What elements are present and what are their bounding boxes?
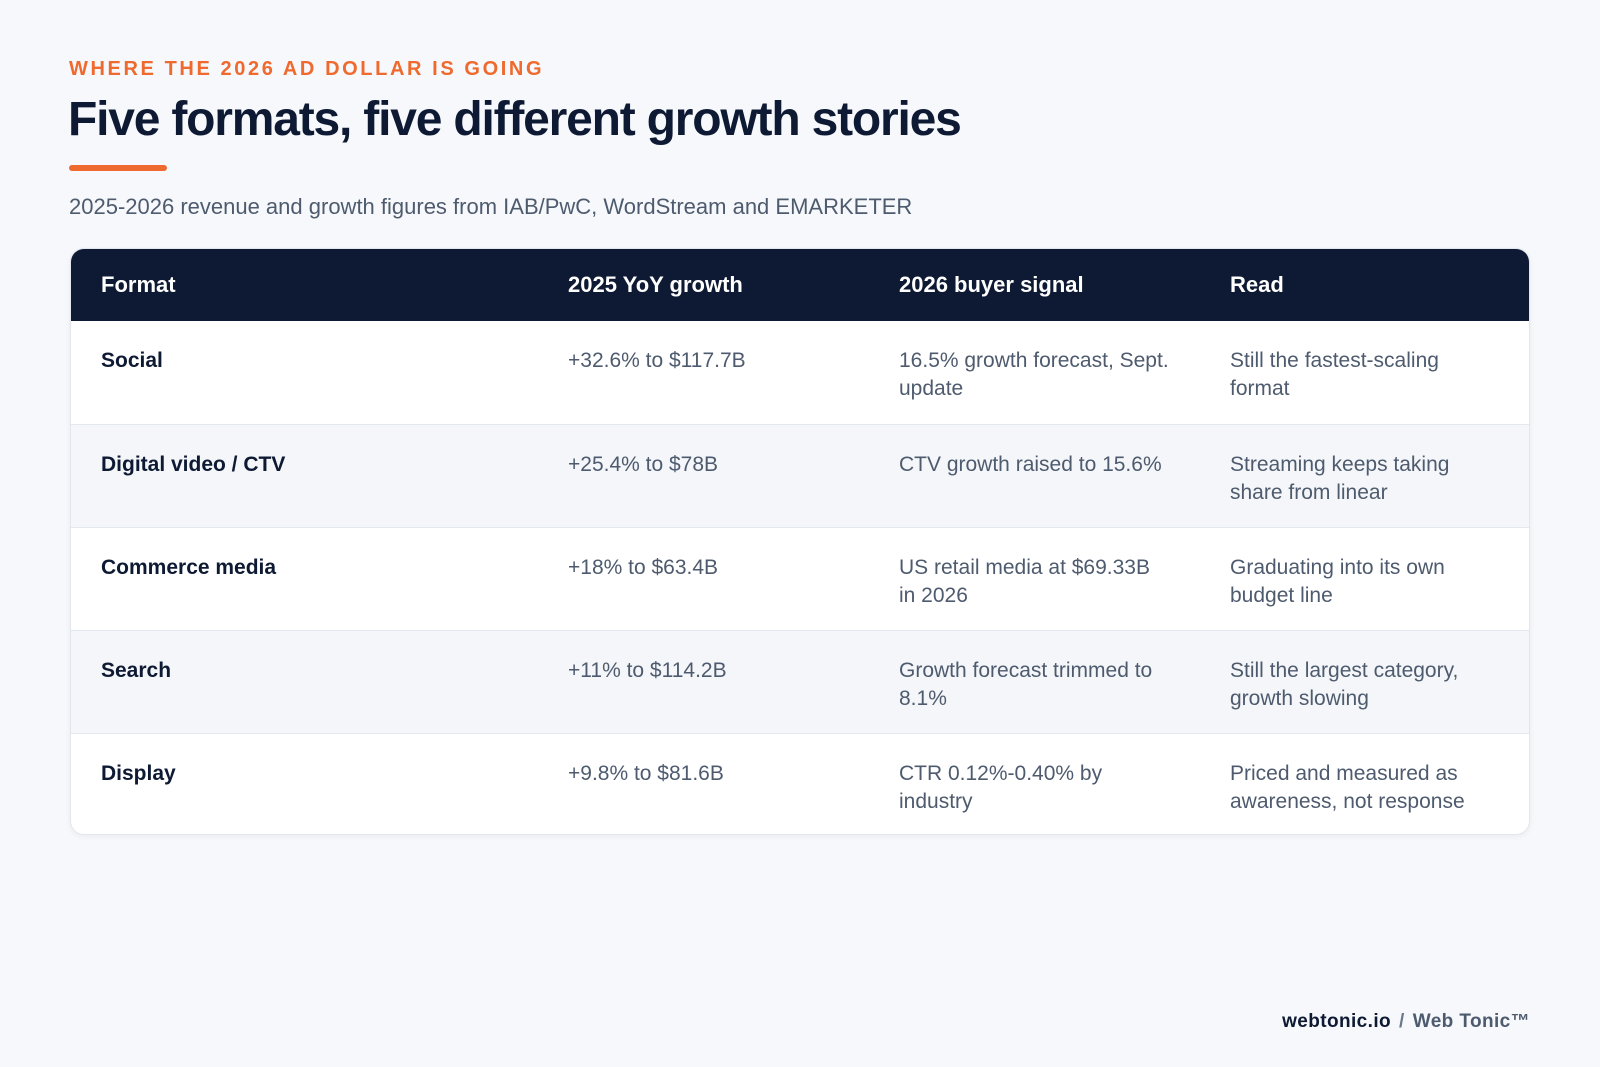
formats-table-card: Format 2025 YoY growth 2026 buyer signal… bbox=[70, 248, 1530, 835]
cell-signal: Growth forecast trimmed to 8.1% bbox=[899, 658, 1153, 710]
cell-signal: US retail media at $69.33B in 2026 bbox=[899, 555, 1150, 607]
cell-read: Still the fastest-scaling format bbox=[1230, 349, 1439, 400]
page-subtitle: 2025-2026 revenue and growth figures fro… bbox=[69, 194, 913, 219]
cell-read: Priced and measured as awareness, not re… bbox=[1230, 761, 1465, 813]
eyebrow-label: WHERE THE 2026 AD DOLLAR IS GOING bbox=[69, 58, 545, 80]
table-row: Digital video / CTV +25.4% to $78B CTV g… bbox=[71, 424, 1529, 527]
column-header-read: Read bbox=[1230, 272, 1284, 297]
cell-format: Display bbox=[101, 761, 176, 785]
footer-separator: / bbox=[1399, 1011, 1405, 1032]
table-row: Display +9.8% to $81.6B CTR 0.12%-0.40% … bbox=[71, 733, 1529, 834]
cell-read: Streaming keeps taking share from linear bbox=[1230, 452, 1450, 504]
cell-read: Graduating into its own budget line bbox=[1230, 555, 1445, 607]
table-row: Search +11% to $114.2B Growth forecast t… bbox=[71, 630, 1529, 733]
cell-growth: +9.8% to $81.6B bbox=[568, 761, 724, 785]
footer-site: webtonic.io bbox=[1282, 1011, 1392, 1032]
cell-format: Digital video / CTV bbox=[101, 452, 286, 476]
column-header-format: Format bbox=[101, 272, 176, 297]
table-row: Commerce media +18% to $63.4B US retail … bbox=[71, 527, 1529, 630]
cell-read: Still the largest category, growth slowi… bbox=[1230, 658, 1459, 710]
formats-table: Format 2025 YoY growth 2026 buyer signal… bbox=[71, 249, 1529, 834]
cell-growth: +32.6% to $117.7B bbox=[568, 349, 746, 372]
table-body: Social +32.6% to $117.7B 16.5% growth fo… bbox=[71, 321, 1529, 834]
cell-signal: 16.5% growth forecast, Sept. update bbox=[899, 349, 1169, 400]
cell-signal: CTV growth raised to 15.6% bbox=[899, 452, 1162, 476]
table-header-row: Format 2025 YoY growth 2026 buyer signal… bbox=[71, 249, 1529, 321]
cell-format: Social bbox=[101, 349, 163, 372]
column-header-growth: 2025 YoY growth bbox=[568, 272, 743, 297]
page-title: Five formats, five different growth stor… bbox=[68, 93, 962, 146]
cell-growth: +25.4% to $78B bbox=[568, 452, 719, 476]
table-header: Format 2025 YoY growth 2026 buyer signal… bbox=[71, 249, 1529, 321]
footer-credit: webtonic.io / Web Tonic™ bbox=[1282, 1011, 1530, 1033]
footer-brand: Web Tonic™ bbox=[1412, 1011, 1530, 1032]
cell-format: Commerce media bbox=[101, 555, 277, 579]
table-row: Social +32.6% to $117.7B 16.5% growth fo… bbox=[71, 321, 1529, 424]
cell-signal: CTR 0.12%-0.40% by industry bbox=[899, 761, 1103, 813]
cell-growth: +11% to $114.2B bbox=[568, 658, 727, 682]
cell-format: Search bbox=[101, 658, 172, 682]
accent-underline bbox=[69, 165, 167, 171]
cell-growth: +18% to $63.4B bbox=[568, 555, 719, 579]
column-header-signal: 2026 buyer signal bbox=[899, 272, 1084, 297]
